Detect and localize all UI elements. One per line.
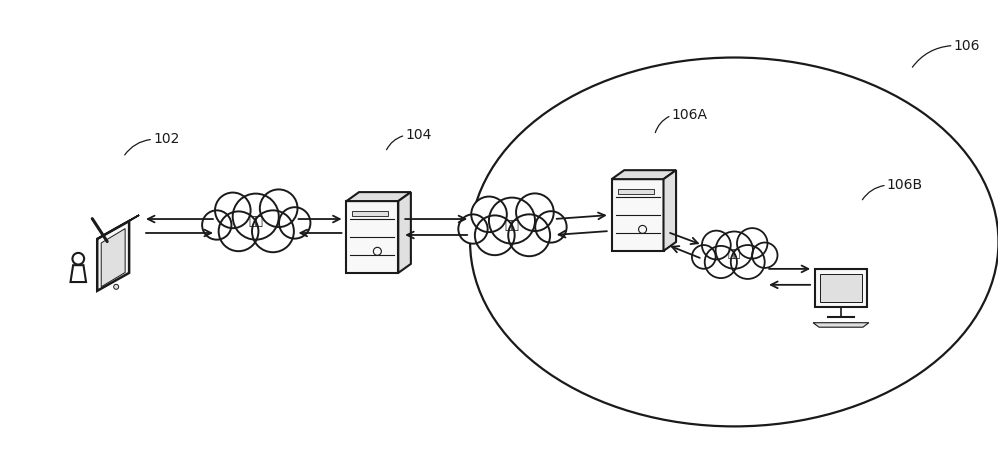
Text: 网络: 网络 xyxy=(728,250,741,260)
Circle shape xyxy=(508,214,550,256)
Circle shape xyxy=(692,245,716,269)
Circle shape xyxy=(752,243,778,268)
Circle shape xyxy=(260,189,298,227)
Polygon shape xyxy=(398,192,411,273)
Circle shape xyxy=(279,207,310,239)
Polygon shape xyxy=(346,192,411,201)
Circle shape xyxy=(252,210,294,252)
Polygon shape xyxy=(97,221,129,291)
Circle shape xyxy=(219,212,258,251)
Text: 106B: 106B xyxy=(887,178,923,192)
Circle shape xyxy=(233,194,279,239)
Polygon shape xyxy=(815,269,867,307)
Circle shape xyxy=(215,192,251,228)
Circle shape xyxy=(737,228,767,259)
Text: 网络: 网络 xyxy=(248,215,263,228)
Text: 网络: 网络 xyxy=(504,219,519,232)
Circle shape xyxy=(716,232,753,269)
Circle shape xyxy=(471,197,507,232)
Circle shape xyxy=(202,210,231,239)
Polygon shape xyxy=(820,274,862,302)
Circle shape xyxy=(114,284,119,289)
Text: 104: 104 xyxy=(405,128,432,142)
Polygon shape xyxy=(97,215,139,239)
Polygon shape xyxy=(612,170,676,179)
Polygon shape xyxy=(664,170,676,251)
Circle shape xyxy=(535,211,567,243)
Polygon shape xyxy=(618,189,654,194)
Polygon shape xyxy=(101,228,125,287)
Circle shape xyxy=(458,214,488,244)
Polygon shape xyxy=(813,323,869,327)
Circle shape xyxy=(475,215,515,255)
Polygon shape xyxy=(352,211,388,216)
Text: 102: 102 xyxy=(153,132,179,146)
Circle shape xyxy=(516,193,554,231)
Circle shape xyxy=(705,246,737,278)
Polygon shape xyxy=(346,201,398,273)
Text: 106A: 106A xyxy=(671,108,707,122)
Polygon shape xyxy=(612,179,664,251)
Circle shape xyxy=(702,231,731,260)
Text: 106: 106 xyxy=(954,38,980,53)
Circle shape xyxy=(489,197,535,244)
Circle shape xyxy=(731,245,765,279)
